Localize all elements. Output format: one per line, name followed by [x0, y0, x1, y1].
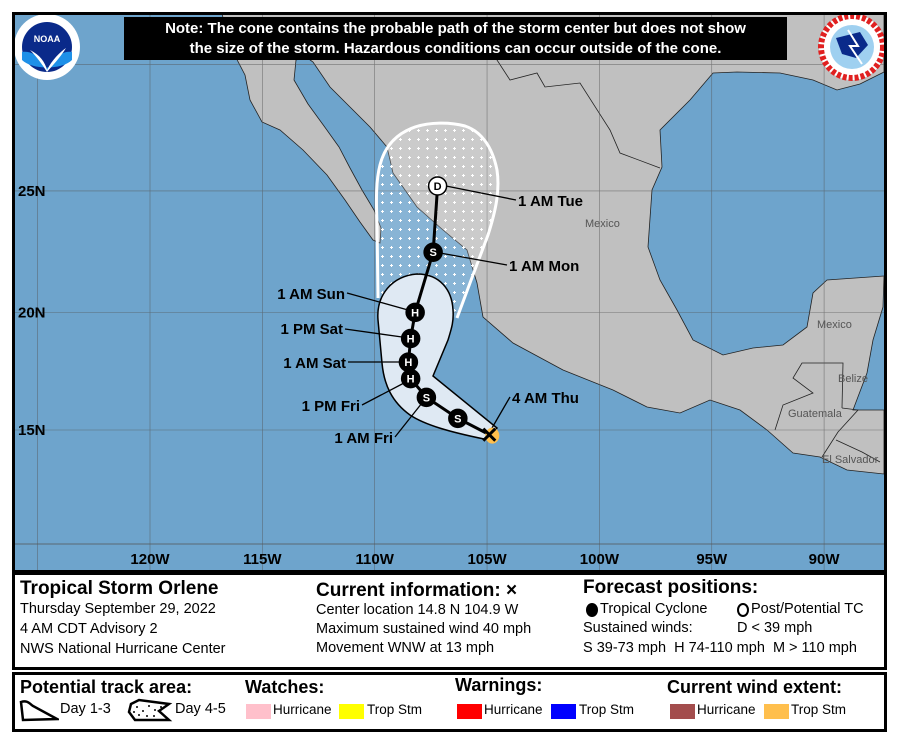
- warnings-title: Warnings:: [455, 675, 543, 695]
- day-1-3-label: Day 1-3: [60, 701, 111, 717]
- label-1-am-sun: 1 AM Sun: [277, 286, 345, 303]
- forecast-position-marker: [448, 408, 468, 429]
- axis-ticks: 120W 115W 110W 105W 100W 95W 90W 25N 20N 15N: [18, 183, 840, 568]
- forecast-intensity-letter: H: [407, 334, 415, 346]
- issuing-center: NWS National Hurricane Center: [20, 641, 226, 657]
- forecast-position-marker: [398, 352, 419, 372]
- lat-lon-grid: [14, 14, 884, 570]
- current-info-title-text: Current information:: [316, 580, 501, 601]
- current-position-x-icon: [482, 427, 497, 442]
- post-potential-label: Post/Potential TC: [751, 601, 864, 617]
- forecast-intensity-letter: H: [404, 357, 412, 369]
- lon-tick-label: 115W: [243, 551, 282, 568]
- forecast-intensity-letter: D: [434, 181, 442, 193]
- country-label-belize: Belize: [838, 373, 868, 385]
- forecast-intensity-letter: S: [423, 392, 430, 404]
- d-definition: D < 39 mph: [737, 620, 813, 636]
- advisory-number: 4 AM CDT Advisory 2: [20, 621, 158, 637]
- tropical-cyclone-label: Tropical Cyclone: [600, 601, 708, 617]
- max-sustained-wind: Maximum sustained wind 40 mph: [316, 621, 532, 637]
- lon-tick-label: 105W: [467, 551, 507, 568]
- forecast-intensity-letter: S: [454, 413, 461, 425]
- current-position-x-icon: ×: [506, 580, 518, 601]
- lat-tick-label: 20N: [18, 304, 46, 321]
- label-1-am-fri: 1 AM Fri: [334, 430, 393, 447]
- svg-text:NOAA: NOAA: [34, 34, 61, 44]
- tropstm-watch-swatch: [339, 704, 364, 719]
- hurricane-wind-label: Hurricane: [697, 702, 756, 717]
- map-frame: [12, 12, 887, 573]
- forecast-positions-title: Forecast positions:: [583, 577, 759, 598]
- info-panel: [12, 572, 887, 670]
- forecast-position-marker: [400, 328, 421, 349]
- current-info-title: Current information: ×: [316, 580, 517, 602]
- day-4-5-cone-icon: [127, 698, 173, 722]
- sustained-winds-label: Sustained winds:: [583, 620, 693, 636]
- lon-tick-label: 90W: [809, 551, 841, 568]
- forecast-position-marker: [405, 302, 425, 323]
- label-1-pm-sat: 1 PM Sat: [280, 321, 343, 338]
- label-1-am-sat: 1 AM Sat: [283, 355, 346, 372]
- tropstm-watch-label: Trop Stm: [367, 702, 423, 717]
- leader-1-pm-sat: [344, 328, 403, 338]
- forecast-position-marker: [427, 176, 448, 196]
- label-1-am-tue: 1 AM Tue: [518, 193, 583, 210]
- label-1-pm-fri: 1 PM Fri: [302, 398, 360, 415]
- label-4-am-thu: 4 AM Thu: [512, 390, 579, 407]
- hurricane-watch-swatch: [246, 704, 271, 719]
- s-h-m-definitions: S 39-73 mph H 74-110 mph M > 110 mph: [583, 640, 857, 656]
- tropstm-warning-label: Trop Stm: [579, 702, 635, 717]
- leader-1-am-tue: [445, 185, 517, 201]
- hurricane-watch-label: Hurricane: [273, 702, 332, 717]
- wind-extent-title: Current wind extent:: [667, 677, 843, 697]
- storm-name: Tropical Storm Orlene: [20, 578, 219, 599]
- leader-4-am-thu: [491, 396, 511, 429]
- noaa-logo: NOAA: [14, 14, 80, 80]
- country-borders: [317, 37, 881, 463]
- tropstm-wind-swatch: [764, 704, 789, 719]
- label-1-am-mon: 1 AM Mon: [509, 258, 579, 275]
- leader-1-am-mon: [439, 252, 508, 266]
- tropstm-wind-label: Trop Stm: [791, 702, 847, 717]
- country-label-mexico: Mexico: [585, 218, 620, 230]
- cone-day-4-5-dots: [376, 123, 498, 318]
- hurricane-warning-label: Hurricane: [484, 702, 543, 717]
- lon-tick-label: 110W: [356, 551, 395, 568]
- tropstm-warning-swatch: [551, 704, 576, 719]
- hurricane-warning-swatch: [457, 704, 482, 719]
- watches-title: Watches:: [245, 677, 325, 697]
- forecast-intensity-letter: H: [407, 374, 415, 386]
- day-4-5-label: Day 4-5: [175, 701, 226, 717]
- track-area-title: Potential track area:: [20, 677, 193, 697]
- lat-tick-label: 15N: [18, 422, 46, 439]
- nws-logo: [818, 13, 886, 81]
- country-label-mexico-yucatan: Mexico: [817, 319, 852, 331]
- hurricane-wind-swatch: [670, 704, 695, 719]
- note-line-1: Note: The cone contains the probable pat…: [165, 20, 746, 37]
- cone-disclaimer-note: Note: The cone contains the probable pat…: [124, 17, 787, 60]
- forecast-position-marker: [423, 242, 443, 262]
- forecast-position-marker: [416, 387, 437, 408]
- post-potential-circle-icon: [737, 603, 749, 617]
- center-location: Center location 14.8 N 104.9 W: [316, 602, 519, 618]
- day-1-3-cone-icon: [19, 700, 59, 722]
- movement: Movement WNW at 13 mph: [316, 640, 495, 656]
- leader-1-pm-fri: [361, 382, 405, 406]
- country-label-el-salvador: El Salvador: [822, 454, 879, 466]
- leader-1-am-sun: [346, 292, 409, 311]
- forecast-intensity-letter: S: [429, 247, 436, 259]
- tropical-cyclone-dot-icon: [586, 603, 598, 617]
- leader-1-am-fri: [394, 402, 423, 438]
- note-line-2: the size of the storm. Hazardous conditi…: [189, 40, 722, 57]
- lon-tick-label: 120W: [130, 551, 170, 568]
- lon-tick-label: 95W: [696, 551, 728, 568]
- advisory-date: Thursday September 29, 2022: [20, 601, 216, 617]
- country-label-guatemala: Guatemala: [788, 408, 843, 420]
- lat-tick-label: 25N: [18, 183, 46, 200]
- lon-tick-label: 100W: [580, 551, 620, 568]
- forecast-intensity-letter: H: [411, 307, 419, 319]
